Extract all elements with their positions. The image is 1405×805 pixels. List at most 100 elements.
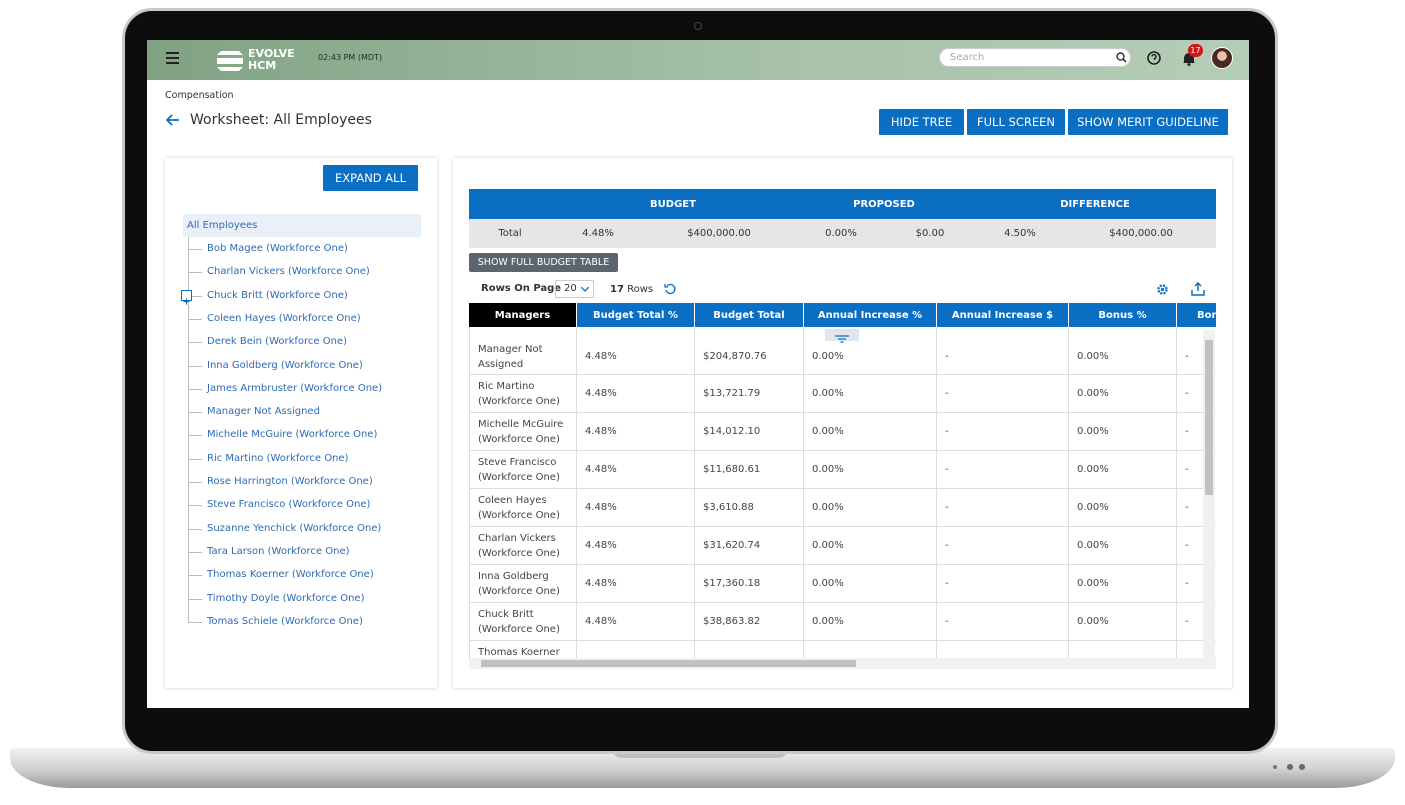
row-count-label: Rows: [627, 284, 654, 295]
settings-icon[interactable]: [1156, 283, 1169, 296]
tree-item[interactable]: Inna Goldberg (Workforce One): [207, 359, 363, 371]
table-cell: 0.00%: [804, 565, 937, 603]
column-header[interactable]: Budget Total %: [577, 303, 695, 327]
expand-node-icon[interactable]: [181, 289, 192, 305]
table-cell: -: [937, 489, 1069, 527]
tree-connector: [188, 482, 202, 483]
budget-heading: DIFFERENCE: [1060, 199, 1130, 210]
tree-connector: [188, 272, 202, 274]
tree-connector: [188, 551, 202, 553]
breadcrumb[interactable]: Compensation: [165, 90, 234, 101]
tree-item[interactable]: Charlan Vickers (Workforce One): [207, 266, 370, 278]
avatar[interactable]: [1211, 47, 1233, 69]
tree-connector: [188, 318, 202, 320]
table-cell: -: [937, 327, 1069, 375]
row-count-block: 17 Rows: [610, 284, 653, 295]
table-cell: 0.00%: [1069, 489, 1177, 527]
table-cell: [804, 641, 937, 658]
manager-cell: Manager Not Assigned: [469, 327, 577, 375]
table-cell: $14,012.10: [695, 413, 804, 451]
tree-item[interactable]: Tara Larson (Workforce One): [207, 545, 350, 557]
search-box[interactable]: Search: [939, 48, 1131, 67]
table-cell: 4.48%: [577, 527, 695, 565]
filter-icon[interactable]: [825, 329, 859, 343]
table-cell: [1069, 641, 1177, 658]
budget-total-cell: 0.00%: [825, 228, 857, 239]
full-screen-button[interactable]: FULL SCREEN: [967, 109, 1065, 135]
column-header[interactable]: Bon: [1177, 303, 1216, 327]
page-size-select[interactable]: 20: [555, 280, 594, 298]
tree-item[interactable]: Thomas Koerner (Workforce One): [207, 569, 374, 581]
rows-label: Rows On Page: [481, 283, 562, 294]
manager-cell: Michelle McGuire (Workforce One): [469, 413, 577, 451]
clock: 02:43 PM (MDT): [318, 53, 383, 62]
help-icon[interactable]: [1146, 50, 1162, 66]
budget-total-cell: 4.50%: [1004, 228, 1036, 239]
column-header[interactable]: Annual Increase $: [937, 303, 1069, 327]
tree-item[interactable]: Suzanne Yenchick (Workforce One): [207, 522, 382, 534]
tree-connector: [188, 505, 202, 507]
page-size: 20: [564, 283, 577, 294]
tree-item[interactable]: Steve Francisco (Workforce One): [207, 499, 371, 511]
manager-cell: Inna Goldberg (Workforce One): [469, 565, 577, 603]
export-icon[interactable]: [1191, 282, 1205, 296]
h-scroll-thumb[interactable]: [481, 660, 856, 667]
manager-cell: Chuck Britt (Workforce One): [469, 603, 577, 641]
lights-icon: [1273, 764, 1305, 770]
table-cell: -: [937, 527, 1069, 565]
table-cell: -: [937, 413, 1069, 451]
tree-item[interactable]: Michelle McGuire (Workforce One): [207, 429, 378, 441]
manager-cell: Coleen Hayes (Workforce One): [469, 489, 577, 527]
budget-header: [469, 189, 1216, 219]
tree-item[interactable]: Derek Bein (Workforce One): [207, 336, 348, 348]
tree-line: [188, 237, 189, 622]
h-scrollbar[interactable]: [469, 658, 1216, 669]
merit-guideline-button[interactable]: SHOW MERIT GUIDELINE: [1068, 109, 1228, 135]
expand-all-button[interactable]: EXPAND ALL: [323, 165, 418, 191]
v-scroll-thumb[interactable]: [1205, 340, 1213, 495]
tree-item[interactable]: Manager Not Assigned: [207, 406, 320, 418]
filter-lines: [835, 335, 849, 343]
tree-item[interactable]: Tomas Schiele (Workforce One): [207, 615, 363, 627]
page-title: Worksheet: All Employees: [190, 112, 372, 128]
tree-connector: [188, 388, 202, 390]
manager-cell: Charlan Vickers (Workforce One): [469, 527, 577, 565]
back-arrow[interactable]: [166, 114, 180, 126]
v-scrollbar[interactable]: [1203, 330, 1215, 658]
tree-root[interactable]: All Employees: [187, 220, 258, 231]
tree-item[interactable]: Coleen Hayes (Workforce One): [207, 312, 361, 324]
tree-connector: [188, 575, 202, 577]
table-cell: 0.00%: [1069, 451, 1177, 489]
tree-panel: EXPAND ALL All Employees Bob Magee (Work…: [165, 158, 437, 688]
table-cell: $17,360.18: [695, 565, 804, 603]
tree-item[interactable]: Chuck Britt (Workforce One): [207, 289, 348, 301]
budget-total-row: [469, 219, 1216, 248]
tree-item[interactable]: Bob Magee (Workforce One): [207, 243, 348, 254]
tree-connector: [188, 412, 202, 414]
column-header[interactable]: Annual Increase %: [804, 303, 937, 327]
tree-item[interactable]: Ric Martino (Workforce One): [207, 452, 349, 464]
table-cell: 0.00%: [804, 489, 937, 527]
tree-item[interactable]: Timothy Doyle (Workforce One): [207, 592, 365, 604]
tree-connector: [188, 295, 202, 297]
plus: [183, 298, 190, 305]
search-icon[interactable]: [1116, 52, 1127, 63]
table-cell: -: [1177, 603, 1216, 641]
table-cell: -: [1177, 489, 1216, 527]
worksheet-panel: SHOW FULL BUDGET TABLE Rows On Page 20 1…: [453, 158, 1232, 688]
top-bar: EVOLVE HCM 02:43 PM (MDT) Search 17: [147, 40, 1249, 80]
column-header[interactable]: Budget Total: [695, 303, 804, 327]
refresh-icon[interactable]: [664, 283, 676, 295]
column-header[interactable]: Managers: [469, 303, 577, 327]
table-cell: 0.00%: [1069, 527, 1177, 565]
full-budget-button[interactable]: SHOW FULL BUDGET TABLE: [469, 253, 618, 272]
menu-icon[interactable]: [166, 51, 180, 65]
table-cell: $11,680.61: [695, 451, 804, 489]
tree-item[interactable]: James Armbruster (Workforce One): [207, 382, 383, 394]
tree-item[interactable]: Rose Harrington (Workforce One): [207, 476, 373, 487]
table-cell: -: [937, 375, 1069, 413]
table-cell: $31,620.74: [695, 527, 804, 565]
budget-total-cell: Total: [498, 228, 522, 239]
hide-tree-button[interactable]: HIDE TREE: [879, 109, 964, 135]
column-header[interactable]: Bonus %: [1069, 303, 1177, 327]
